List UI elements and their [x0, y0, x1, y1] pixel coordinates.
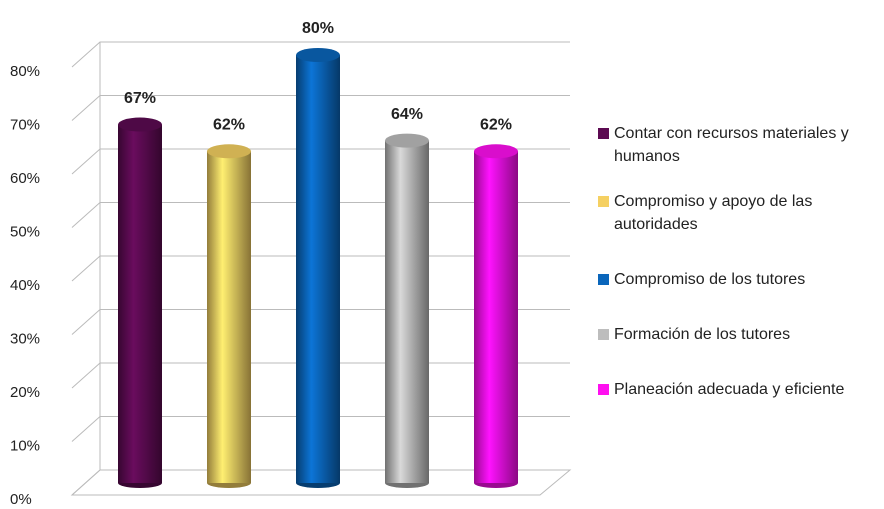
bar: [474, 151, 518, 484]
bar: [207, 151, 251, 484]
y-tick-label: 10%: [10, 437, 40, 454]
legend-label: Compromiso y apoyo de las autoridades: [614, 193, 813, 233]
bar: [296, 55, 340, 483]
bar: [118, 124, 162, 484]
y-tick-label: 50%: [10, 223, 40, 240]
value-label: 67%: [124, 90, 156, 107]
y-tick-label: 20%: [10, 384, 40, 401]
legend-label: Planeación adecuada y eficiente: [614, 381, 845, 398]
value-label: 62%: [480, 117, 512, 134]
legend-label: Compromiso de los tutores: [614, 271, 806, 288]
y-tick-label: 0%: [10, 491, 32, 508]
legend-swatch: [598, 329, 609, 340]
legend-swatch: [598, 128, 609, 139]
value-label: 80%: [302, 20, 334, 37]
bar: [385, 140, 429, 483]
y-tick-label: 30%: [10, 330, 40, 347]
legend-label: Contar con recursos materiales y humanos: [614, 125, 849, 165]
legend-entry: Planeación adecuada y eficiente: [598, 378, 878, 401]
bar-top: [296, 48, 340, 62]
bar-top: [118, 117, 162, 132]
value-label: 62%: [213, 117, 245, 134]
legend-swatch: [598, 384, 609, 395]
legend-entry: Compromiso y apoyo de las autoridades: [598, 190, 878, 236]
legend-entry: Formación de los tutores: [598, 323, 878, 346]
bar-top: [474, 144, 518, 159]
legend-label: Formación de los tutores: [614, 326, 791, 343]
y-tick-label: 80%: [10, 63, 40, 80]
value-label: 64%: [391, 106, 423, 123]
y-tick-label: 40%: [10, 277, 40, 294]
legend-entry: Contar con recursos materiales y humanos: [598, 122, 878, 168]
grid-line: [71, 95, 570, 121]
y-tick-label: 70%: [10, 116, 40, 133]
bar-top: [207, 144, 251, 159]
legend-swatch: [598, 274, 609, 285]
legend: Contar con recursos materiales y humanos…: [598, 122, 878, 401]
legend-entry: Compromiso de los tutores: [598, 268, 878, 291]
grid-line: [71, 41, 570, 68]
y-tick-label: 60%: [10, 170, 40, 187]
legend-swatch: [598, 196, 609, 207]
bar-top: [385, 133, 429, 148]
